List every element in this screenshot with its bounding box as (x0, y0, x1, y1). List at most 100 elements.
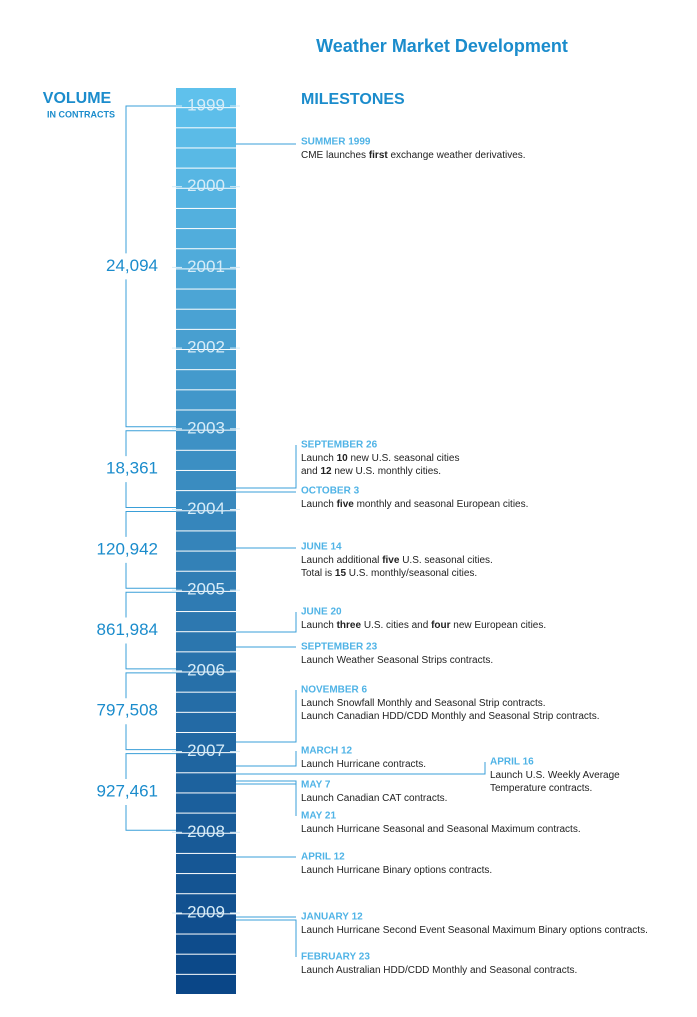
text-segment: monthly and seasonal European cities. (354, 499, 529, 510)
bar-segment (176, 208, 236, 229)
text-segment: Total is (301, 568, 335, 579)
milestone-date: JANUARY 12 (301, 912, 363, 923)
milestone-text: CME launches first exchange weather deri… (301, 150, 526, 161)
text-segment: U.S. seasonal cities. (399, 555, 492, 566)
text-segment: Launch Hurricane contracts. (301, 759, 426, 770)
bar-segment (176, 753, 236, 773)
bar-segment (176, 974, 236, 994)
text-segment: Launch Canadian HDD/CDD Monthly and Seas… (301, 711, 600, 722)
milestone-text: Launch Snowfall Monthly and Seasonal Str… (301, 698, 546, 709)
milestone-text: Launch five monthly and seasonal Europea… (301, 499, 528, 510)
bar-segment (176, 168, 236, 188)
bar-segment (176, 309, 236, 329)
text-segment: Launch (301, 499, 337, 510)
bar-segment (176, 551, 236, 571)
text-segment: five (337, 499, 355, 510)
milestone-text: Launch Weather Seasonal Strips contracts… (301, 655, 493, 666)
milestone-text: Launch Hurricane Seasonal and Seasonal M… (301, 824, 581, 835)
bar-segment (176, 430, 236, 450)
text-segment: CME launches (301, 150, 369, 161)
bar-segment (176, 511, 236, 531)
milestone-text: Launch Hurricane Second Event Seasonal M… (301, 925, 648, 936)
milestone-date: NOVEMBER 6 (301, 685, 368, 696)
text-segment: new U.S. seasonal cities (348, 453, 460, 464)
text-segment: 12 (320, 466, 332, 477)
milestone-date: SUMMER 1999 (301, 137, 371, 148)
year-label: 2005 (187, 580, 225, 599)
year-label: 2003 (187, 418, 225, 437)
milestone-date: MAY 7 (301, 780, 331, 791)
bar-segment (176, 833, 236, 853)
bar-segment (176, 128, 236, 148)
text-segment: exchange weather derivatives. (388, 150, 526, 161)
bar-segment (176, 108, 236, 128)
year-label: 2007 (187, 741, 225, 760)
milestone-text: Launch Australian HDD/CDD Monthly and Se… (301, 965, 577, 976)
bar-segment (176, 370, 236, 390)
bar-segment (176, 773, 236, 793)
connector (236, 612, 297, 633)
year-label: 2004 (187, 499, 225, 518)
milestone-date: OCTOBER 3 (301, 486, 360, 497)
year-label: 2009 (187, 902, 225, 921)
bar-segment (176, 632, 236, 652)
milestone-date: MARCH 12 (301, 746, 353, 757)
bar-segment (176, 390, 236, 410)
bar-segment (176, 874, 236, 894)
bar-segment (176, 269, 236, 289)
bar-segment (176, 853, 236, 874)
bar-segment (176, 793, 236, 813)
text-segment: and (301, 466, 320, 477)
connector (236, 445, 297, 489)
volume-heading: VOLUME (43, 90, 112, 107)
bar-segment (176, 329, 236, 350)
text-segment: Launch Australian HDD/CDD Monthly and Se… (301, 965, 577, 976)
text-segment: Launch (301, 620, 337, 631)
milestone-text: Launch Hurricane contracts. (301, 759, 426, 770)
milestone-date: SEPTEMBER 26 (301, 440, 378, 451)
volume-bracket (125, 672, 176, 751)
milestone-text: Launch Canadian HDD/CDD Monthly and Seas… (301, 711, 600, 722)
volume-value: 927,461 (97, 781, 158, 800)
connector (236, 762, 486, 775)
text-segment: four (431, 620, 451, 631)
milestone-date: APRIL 16 (490, 757, 534, 768)
milestone-text: Launch Canadian CAT contracts. (301, 793, 447, 804)
text-segment: Launch U.S. Weekly Average (490, 770, 620, 781)
milestone-date: MAY 21 (301, 811, 336, 822)
milestone-text: and 12 new U.S. monthly cities. (301, 466, 441, 477)
text-segment: Launch Hurricane Binary options contract… (301, 865, 492, 876)
connector (236, 783, 297, 816)
milestone-date: APRIL 12 (301, 852, 345, 863)
text-segment: 10 (337, 453, 349, 464)
milestone-text: Launch three U.S. cities and four new Eu… (301, 620, 546, 631)
text-segment: new U.S. monthly cities. (332, 466, 441, 477)
milestone-text: Launch Hurricane Binary options contract… (301, 865, 492, 876)
volume-value: 24,094 (106, 256, 158, 275)
year-label: 2006 (187, 660, 225, 679)
bar-segment (176, 894, 236, 914)
bar-segment (176, 470, 236, 491)
milestone-text: Temperature contracts. (490, 783, 592, 794)
connector (236, 751, 297, 767)
bar-segment (176, 712, 236, 732)
text-segment: Launch Hurricane Second Event Seasonal M… (301, 925, 648, 936)
bar-segment (176, 934, 236, 954)
year-label: 2008 (187, 822, 225, 841)
bar-segment (176, 249, 236, 269)
connector (236, 690, 297, 743)
volume-subheading: IN CONTRACTS (47, 109, 115, 119)
bar-segment (176, 289, 236, 309)
milestone-date: JUNE 20 (301, 607, 342, 618)
text-segment: Temperature contracts. (490, 783, 592, 794)
milestone-date: SEPTEMBER 23 (301, 642, 378, 653)
milestone-text: Launch additional five U.S. seasonal cit… (301, 555, 493, 566)
text-segment: new European cities. (451, 620, 547, 631)
bar-segment (176, 531, 236, 551)
bar-segment (176, 672, 236, 692)
text-segment: three (337, 620, 362, 631)
bar-segment (176, 88, 236, 108)
volume-value: 861,984 (97, 620, 158, 639)
title: Weather Market Development (316, 36, 568, 56)
